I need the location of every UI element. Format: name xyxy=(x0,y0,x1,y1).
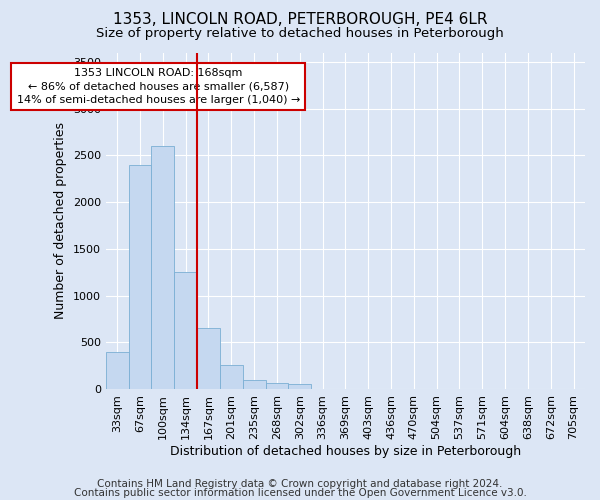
Bar xyxy=(289,384,311,389)
Text: Size of property relative to detached houses in Peterborough: Size of property relative to detached ho… xyxy=(96,28,504,40)
Bar xyxy=(266,383,289,389)
Y-axis label: Number of detached properties: Number of detached properties xyxy=(54,122,67,320)
Bar xyxy=(220,365,242,389)
Bar xyxy=(106,352,128,389)
Text: Contains HM Land Registry data © Crown copyright and database right 2024.: Contains HM Land Registry data © Crown c… xyxy=(97,479,503,489)
Bar xyxy=(174,272,197,389)
Bar xyxy=(242,380,266,389)
Bar xyxy=(197,328,220,389)
Bar xyxy=(128,164,151,389)
Text: Contains public sector information licensed under the Open Government Licence v3: Contains public sector information licen… xyxy=(74,488,526,498)
X-axis label: Distribution of detached houses by size in Peterborough: Distribution of detached houses by size … xyxy=(170,444,521,458)
Bar xyxy=(151,146,174,389)
Text: 1353, LINCOLN ROAD, PETERBOROUGH, PE4 6LR: 1353, LINCOLN ROAD, PETERBOROUGH, PE4 6L… xyxy=(113,12,487,28)
Text: 1353 LINCOLN ROAD: 168sqm
← 86% of detached houses are smaller (6,587)
14% of se: 1353 LINCOLN ROAD: 168sqm ← 86% of detac… xyxy=(17,68,300,105)
